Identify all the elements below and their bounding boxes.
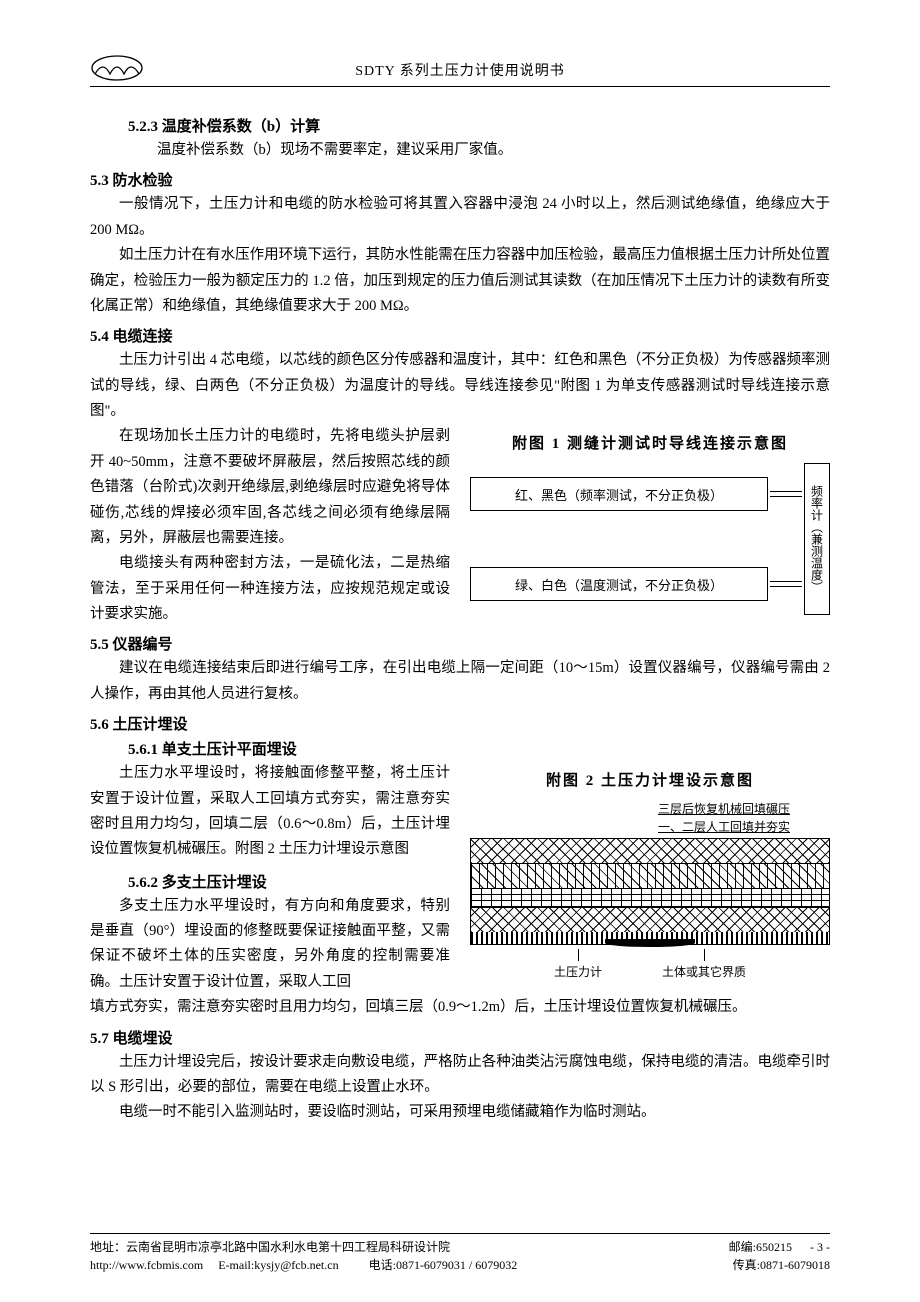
heading-5-3: 5.3 防水检验 [90,169,830,190]
fig1-title: 附图 1 测缝计测试时导线连接示意图 [470,432,830,453]
para-562-left: 多支土压力水平埋设时，有方向和角度要求，特别是垂直（90°）埋设面的修整既要保证… [90,894,450,996]
footer-zip-label: 邮编: [729,1240,756,1254]
footer-fax: 0871-6079018 [760,1258,830,1272]
heading-5-5: 5.5 仪器编号 [90,633,830,654]
company-logo [90,54,144,87]
header-title: SDTY 系列土压力计使用说明书 [355,60,565,80]
footer-email-link[interactable]: kysjy@fcb.net.cn [254,1258,338,1272]
para-53a: 一般情况下，土压力计和电缆的防水检验可将其置入容器中浸泡 24 小时以上，然后测… [90,192,830,243]
footer-zip: 650215 [756,1240,792,1254]
fig1-row2: 绿、白色（温度测试，不分正负极） [470,567,768,601]
fig2-b2: 土体或其它界质 [662,963,746,980]
footer-page: - 3 - [810,1240,830,1254]
para-561: 土压力水平埋设时，将接触面修整平整，将土压计安置于设计位置，采取人工回填方式夯实… [90,761,450,863]
heading-5-7: 5.7 电缆埋设 [90,1027,830,1048]
para-55: 建议在电缆连接结束后即进行编号工序，在引出电缆上隔一定间距（10～15m）设置仪… [90,656,830,707]
fig2-diagram: 三层后恢复机械回填碾压 一、二层人工回填并夯实 三层 二层 电缆 [470,800,830,980]
heading-5-6-2: 5.6.2 多支土压计埋设 [90,871,450,892]
footer-tel-label: 电话: [369,1258,396,1272]
para-562-full: 填方式夯实，需注意夯实密时且用力均匀，回填三层（0.9～1.2m）后，土压计埋设… [90,995,830,1020]
heading-5-2-3: 5.2.3 温度补偿系数（b）计算 [90,115,830,136]
page-footer: 地址：云南省昆明市凉亭北路中国水利水电第十四工程局科研设计院 邮编:650215… [90,1233,830,1274]
footer-address: 地址：云南省昆明市凉亭北路中国水利水电第十四工程局科研设计院 [90,1238,450,1256]
heading-5-6-1: 5.6.1 单支土压计平面埋设 [90,738,830,759]
fig2-b1: 土压力计 [554,963,602,980]
para-54b: 在现场加长土压力计的电缆时，先将电缆头护层剥开 40~50mm，注意不要破坏屏蔽… [90,424,450,551]
fig2-cap2: 一、二层人工回填并夯实 [470,818,790,836]
footer-fax-label: 传真: [733,1258,760,1272]
heading-5-6: 5.6 土压计埋设 [90,713,830,734]
footer-url-link[interactable]: http://www.fcbmis.com [90,1258,203,1272]
fig2-cap1: 三层后恢复机械回填碾压 [470,800,790,818]
para-57a: 土压力计埋设完后，按设计要求走向敷设电缆，严格防止各种油类沾污腐蚀电缆，保持电缆… [90,1050,830,1101]
para-53b: 如土压力计在有水压作用环境下运行，其防水性能需在压力容器中加压检验，最高压力值根… [90,243,830,319]
footer-tel: 0871-6079031 / 6079032 [396,1258,517,1272]
para-54c: 电缆接头有两种密封方法，一是硫化法，二是热缩管法，至于采用任何一种连接方法，应按… [90,551,450,627]
para-523: 温度补偿系数（b）现场不需要率定，建议采用厂家值。 [90,138,830,163]
footer-email-label: E-mail: [218,1258,254,1272]
heading-5-4: 5.4 电缆连接 [90,325,830,346]
para-54a: 土压力计引出 4 芯电缆，以芯线的颜色区分传感器和温度计，其中：红色和黑色（不分… [90,348,830,424]
fig1-diagram: 红、黑色（频率测试，不分正负极） 绿、白色（温度测试，不分正负极） 频率计（兼测… [470,463,830,615]
fig2-title: 附图 2 土压力计埋设示意图 [470,769,830,790]
fig1-row1: 红、黑色（频率测试，不分正负极） [470,477,768,511]
fig1-meter-label: 频率计（兼测温度） [804,463,830,615]
para-57b: 电缆一时不能引入监测站时，要设临时测站，可采用预埋电缆储藏箱作为临时测站。 [90,1100,830,1125]
